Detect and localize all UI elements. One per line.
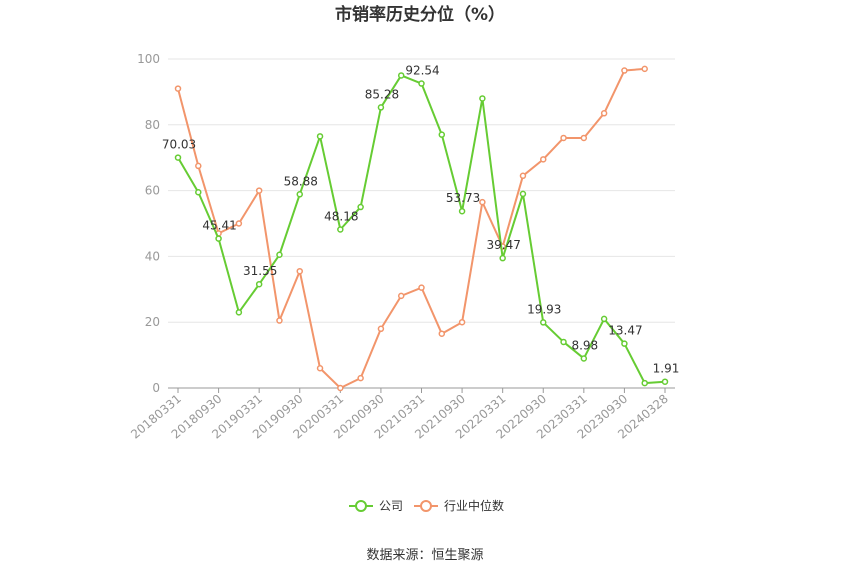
data-label: 53.73 xyxy=(446,191,480,205)
data-point xyxy=(621,67,628,74)
data-point xyxy=(276,317,283,324)
data-point xyxy=(276,251,283,259)
data-point xyxy=(215,235,222,242)
data-point xyxy=(661,378,669,385)
data-point xyxy=(458,318,466,326)
data-label: 8.98 xyxy=(571,338,598,352)
data-point xyxy=(499,254,506,262)
data-point xyxy=(580,355,588,362)
data-point xyxy=(296,191,303,198)
data-label: 39.47 xyxy=(486,238,520,252)
data-point xyxy=(255,280,263,288)
data-point xyxy=(519,172,527,180)
data-point xyxy=(296,267,303,275)
data-point xyxy=(337,384,344,392)
data-label: 92.54 xyxy=(405,64,439,78)
y-tick-label: 0 xyxy=(152,381,160,395)
y-tick-label: 80 xyxy=(145,118,160,132)
legend: 公司 行业中位数 xyxy=(349,498,504,513)
data-point xyxy=(377,104,385,111)
data-point xyxy=(316,365,324,372)
data-point xyxy=(255,187,263,194)
y-tick-label: 100 xyxy=(137,52,160,66)
data-label: 85.28 xyxy=(365,87,399,101)
data-point xyxy=(438,131,446,138)
data-point xyxy=(641,379,648,387)
data-point xyxy=(479,198,486,206)
series-layer xyxy=(174,65,669,392)
grid xyxy=(168,58,675,323)
data-label: 45.41 xyxy=(202,219,236,233)
data-point xyxy=(235,220,243,227)
data-point xyxy=(438,330,446,337)
series-line xyxy=(177,67,645,389)
data-point xyxy=(377,325,385,333)
data-point xyxy=(357,374,364,382)
legend-label: 公司 xyxy=(379,499,403,513)
chart-title: 市销率历史分位（%） xyxy=(335,4,505,25)
data-point xyxy=(560,338,567,346)
data-point xyxy=(418,284,425,291)
data-point xyxy=(621,340,628,347)
data-point xyxy=(174,85,182,92)
data-point xyxy=(418,80,425,87)
data-labels: 70.03 45.41 31.55 58.88 48.18 85.28 92.54 53.73… xyxy=(162,64,680,376)
data-point xyxy=(641,65,648,73)
data-point xyxy=(235,309,243,316)
data-label: 1.91 xyxy=(653,362,680,376)
data-label: 48.18 xyxy=(324,209,358,223)
data-point xyxy=(458,207,466,215)
legend-item: 公司 xyxy=(349,499,403,513)
data-point xyxy=(195,162,202,170)
data-point xyxy=(195,188,202,196)
legend-marker xyxy=(355,500,367,512)
legend-label: 行业中位数 xyxy=(444,498,504,513)
y-tick-label: 20 xyxy=(145,315,160,329)
data-point xyxy=(540,156,547,163)
data-label: 19.93 xyxy=(527,302,561,316)
data-point xyxy=(600,315,608,323)
data-point xyxy=(174,154,182,161)
data-point xyxy=(580,134,588,142)
y-tick-label: 40 xyxy=(145,249,160,263)
data-point xyxy=(397,292,405,300)
series-line xyxy=(177,74,666,385)
y-tick-label: 60 xyxy=(145,184,160,198)
data-point xyxy=(357,203,364,211)
source-note: 数据来源：恒生聚源 xyxy=(366,548,483,563)
data-label: 13.47 xyxy=(608,324,642,338)
data-label: 70.03 xyxy=(162,138,196,152)
data-point xyxy=(316,133,324,140)
y-axis: 0 20 40 60 80 100 xyxy=(137,52,160,395)
legend-marker xyxy=(420,500,432,512)
data-point xyxy=(397,72,405,79)
data-point xyxy=(519,190,527,198)
data-point xyxy=(337,226,344,233)
data-label: 58.88 xyxy=(284,174,318,188)
data-point xyxy=(479,95,486,102)
legend-item: 行业中位数 xyxy=(414,498,504,513)
data-point xyxy=(600,110,608,117)
data-label: 31.55 xyxy=(243,264,277,278)
data-point xyxy=(560,134,567,142)
data-point xyxy=(540,319,547,326)
x-axis: 2018033120180930201903312019093020200331… xyxy=(128,387,675,442)
